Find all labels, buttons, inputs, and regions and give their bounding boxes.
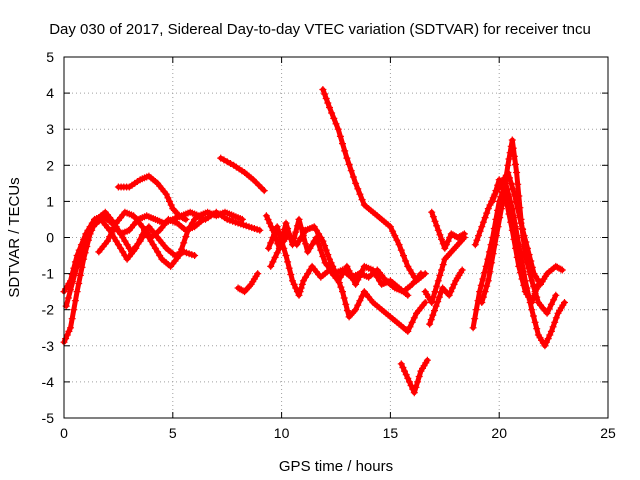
series-markers [234,270,262,296]
series-markers [265,223,412,299]
series-trace-7 [234,270,262,296]
series-markers [397,356,431,397]
series-trace-18 [478,136,560,317]
chart-title: Day 030 of 2017, Sidereal Day-to-day VTE… [49,21,591,38]
series-trace-11 [319,86,429,285]
y-tick-label: 5 [46,49,54,65]
y-tick-label: 2 [46,157,54,173]
x-tick-label: 20 [491,425,507,441]
x-tick-label: 10 [274,425,290,441]
y-tick-label: -3 [42,338,55,354]
y-tick-label: 3 [46,121,54,137]
y-axis-label: SDTVAR / TECUs [6,177,23,297]
y-tick-label: -4 [42,374,55,390]
y-tick-label: 0 [46,230,54,246]
series-markers [428,208,468,252]
x-tick-label: 0 [60,425,68,441]
series-trace-15 [428,208,468,252]
series-trace-10 [265,223,412,299]
series-markers [95,208,207,256]
series-trace [61,209,245,295]
series-markers [217,154,268,195]
series-markers [426,266,466,328]
y-tick-label: -5 [42,410,55,426]
series-trace-6 [217,154,268,195]
x-tick-label: 5 [169,425,177,441]
series-trace-12 [397,356,431,397]
series-markers [60,208,246,296]
data-layer [60,86,568,397]
y-tick-label: -2 [42,302,55,318]
series-trace-1 [60,208,246,296]
x-axis-label: GPS time / hours [279,458,393,475]
series-trace-19 [489,176,542,306]
series-trace-17 [469,179,568,350]
series-trace-13 [421,234,468,306]
x-tick-label: 15 [383,425,399,441]
series-markers [114,172,190,223]
x-tick-label: 25 [600,425,616,441]
y-tick-label: 1 [46,193,54,209]
y-tick-label: 4 [46,85,54,101]
y-tick-label: -1 [42,266,55,282]
series-markers [421,234,468,306]
series-trace-14 [426,266,466,328]
series-trace-4 [95,208,207,256]
series-markers [489,176,542,306]
series-trace-5 [114,172,190,223]
series-trace [320,87,428,284]
tick-layer: 0 5 10 15 20 25 -5 -4 -3 -2 -1 0 1 2 3 4 5 [42,49,616,441]
series-markers [319,86,429,285]
